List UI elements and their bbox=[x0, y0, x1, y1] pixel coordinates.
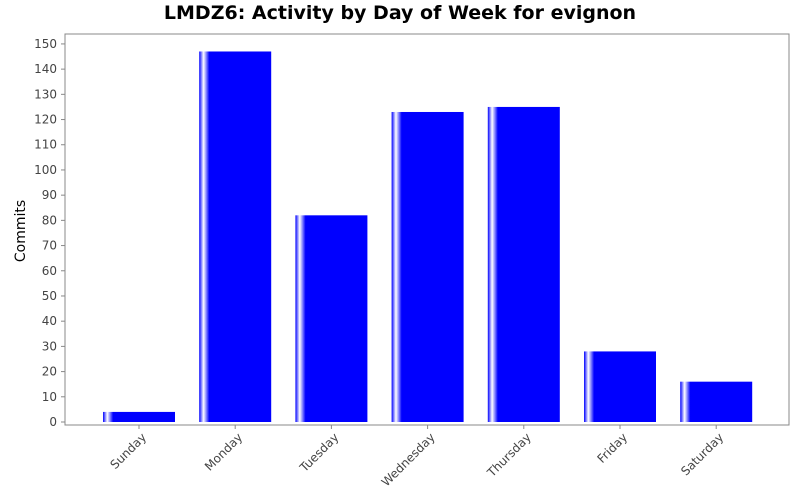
y-tick-label: 90 bbox=[42, 188, 57, 202]
y-tick-label: 100 bbox=[34, 163, 57, 177]
y-tick-label: 110 bbox=[34, 138, 57, 152]
y-tick-label: 130 bbox=[34, 87, 57, 101]
chart-title: LMDZ6: Activity by Day of Week for evign… bbox=[163, 2, 637, 24]
x-axis: Sunday Monday Tuesday Wednesday Thursday Frid… bbox=[107, 425, 726, 489]
y-axis: 0 10 20 30 40 50 60 70 80 90 100 110 120 130 140 150 bbox=[34, 37, 65, 429]
y-tick-label: 70 bbox=[42, 239, 57, 253]
bar-wednesday bbox=[391, 111, 464, 422]
y-tick-label: 40 bbox=[42, 314, 57, 328]
x-tick-label-tuesday: Tuesday bbox=[296, 430, 341, 475]
y-tick-label: 50 bbox=[42, 289, 57, 303]
y-axis-label: Commits bbox=[13, 200, 29, 262]
y-tick-label: 10 bbox=[42, 390, 57, 404]
bars bbox=[103, 51, 753, 422]
y-tick-label: 140 bbox=[34, 62, 57, 76]
bar-friday bbox=[584, 351, 656, 422]
x-tick-label-friday: Friday bbox=[595, 430, 631, 466]
y-tick-label: 20 bbox=[42, 365, 57, 379]
bar-thursday bbox=[487, 106, 560, 422]
bar-saturday bbox=[680, 381, 753, 422]
x-tick-label-monday: Monday bbox=[202, 430, 245, 473]
y-tick-label: 60 bbox=[42, 264, 57, 278]
x-tick-label-wednesday: Wednesday bbox=[379, 430, 438, 489]
y-tick-label: 0 bbox=[49, 415, 57, 429]
y-tick-label: 120 bbox=[34, 113, 57, 127]
x-tick-label-sunday: Sunday bbox=[107, 430, 149, 472]
y-tick-label: 80 bbox=[42, 213, 57, 227]
x-tick-label-thursday: Thursday bbox=[484, 430, 534, 480]
bar-tuesday bbox=[295, 215, 368, 422]
y-tick-label: 30 bbox=[42, 339, 57, 353]
bar-sunday bbox=[103, 411, 175, 422]
x-tick-label-saturday: Saturday bbox=[678, 430, 726, 478]
y-tick-label: 150 bbox=[34, 37, 57, 51]
bar-monday bbox=[199, 51, 272, 422]
